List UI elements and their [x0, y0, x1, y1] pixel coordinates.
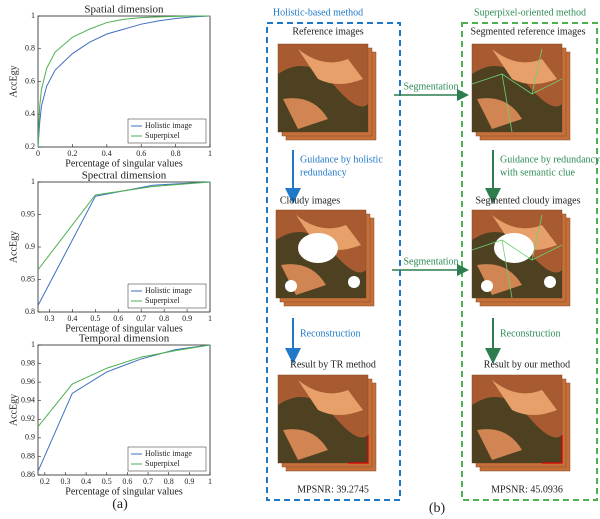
y-tick-label: 0.2: [25, 142, 35, 151]
x-tick-label: 0.4: [81, 477, 91, 486]
x-axis-label: Percentage of singular values: [65, 486, 183, 497]
x-tick-label: 0.7: [136, 314, 146, 323]
y-tick-label: 0.8: [25, 44, 35, 53]
legend-label: Holistic image: [145, 121, 192, 130]
y-tick-label: 1: [31, 11, 35, 20]
x-tick-label: 0.6: [113, 314, 123, 323]
cloud: [481, 280, 493, 292]
arrow-label: redundancy: [300, 167, 347, 178]
legend-label: Superpixel: [145, 296, 180, 305]
y-tick-label: 0.92: [21, 414, 35, 423]
y-tick-label: 0.85: [21, 274, 35, 283]
chart-title: Spatial dimension: [84, 4, 164, 16]
x-tick-label: 0.7: [143, 477, 153, 486]
arrow-label: Guidance by holistic: [300, 154, 383, 165]
step-label: Result by our method: [484, 359, 570, 370]
x-axis-label: Percentage of singular values: [65, 158, 183, 169]
arrow-label: with semantic clue: [500, 167, 576, 178]
legend-label: Superpixel: [145, 459, 180, 468]
x-tick-label: 0.2: [67, 149, 77, 158]
cloud: [348, 276, 360, 288]
step-label: Segmented cloudy images: [476, 195, 581, 206]
figure: (a) (b) Holistic-based method Superpixel…: [0, 0, 600, 519]
x-tick-label: 0.9: [184, 477, 194, 486]
x-tick-label: 0.4: [67, 314, 77, 323]
method-title: Holistic-based method: [273, 7, 363, 18]
cloud: [298, 233, 338, 263]
panel-label: (b): [429, 501, 446, 516]
arrow-label: Segmentation: [404, 256, 459, 267]
legend-label: Holistic image: [145, 449, 192, 458]
y-tick-label: 0.4: [25, 109, 35, 118]
x-tick-label: 0.6: [136, 149, 146, 158]
x-tick-label: 0.5: [90, 314, 100, 323]
chart-title: Temporal dimension: [79, 333, 170, 345]
x-tick-label: 0.6: [122, 477, 132, 486]
y-tick-label: 0.6: [25, 76, 35, 85]
y-tick-label: 1: [31, 177, 35, 186]
x-tick-label: 1: [208, 477, 212, 486]
y-tick-label: 1: [31, 340, 35, 349]
metric: MPSNR: 45.0936: [491, 484, 563, 495]
x-tick-label: 0.5: [102, 477, 112, 486]
metric: MPSNR: 39.2745: [297, 484, 369, 495]
y-tick-label: 0.9: [25, 242, 35, 251]
method-title: Superpixel-oriented method: [474, 7, 586, 18]
cloud: [285, 280, 297, 292]
arrow-label: Reconstruction: [300, 328, 361, 339]
x-tick-label: 0.9: [182, 314, 192, 323]
step-label: Segmented reference images: [471, 26, 586, 37]
x-tick-label: 0.3: [44, 314, 54, 323]
page: {"chart_data": [ {"type": "line", "title…: [0, 0, 600, 519]
chart-title: Spectral dimension: [82, 170, 167, 182]
y-tick-label: 0.86: [21, 470, 35, 479]
legend-label: Superpixel: [145, 131, 180, 140]
x-tick-label: 0.8: [164, 477, 174, 486]
y-tick-label: 0.95: [21, 209, 35, 218]
y-tick-label: 0.8: [25, 307, 35, 316]
x-tick-label: 1: [208, 149, 212, 158]
x-tick-label: 0.3: [60, 477, 70, 486]
y-axis-label: AccEgy: [8, 65, 19, 97]
x-tick-label: 0: [36, 149, 40, 158]
arrow-label: Guidance by redundancy: [500, 154, 600, 165]
x-tick-label: 1: [208, 314, 212, 323]
y-axis-label: AccEgy: [8, 394, 19, 426]
x-tick-label: 0.4: [102, 149, 112, 158]
legend-label: Holistic image: [145, 286, 192, 295]
x-tick-label: 0.8: [159, 314, 169, 323]
step-label: Result by TR method: [290, 359, 376, 370]
y-tick-label: 0.96: [21, 377, 35, 386]
cloud: [544, 276, 556, 288]
x-tick-label: 0.8: [171, 149, 181, 158]
y-tick-label: 0.88: [21, 451, 35, 460]
x-tick-label: 0.2: [40, 477, 50, 486]
y-tick-label: 0.98: [21, 358, 35, 367]
panel-label: (a): [112, 497, 128, 512]
y-tick-label: 0.9: [25, 433, 35, 442]
y-axis-label: AccEgy: [8, 231, 19, 263]
step-label: Cloudy images: [280, 195, 340, 206]
arrow-label: Reconstruction: [500, 328, 561, 339]
arrow-label: Segmentation: [404, 81, 459, 92]
step-label: Reference images: [292, 26, 363, 37]
y-tick-label: 0.94: [21, 396, 35, 405]
series-line: [38, 345, 210, 427]
